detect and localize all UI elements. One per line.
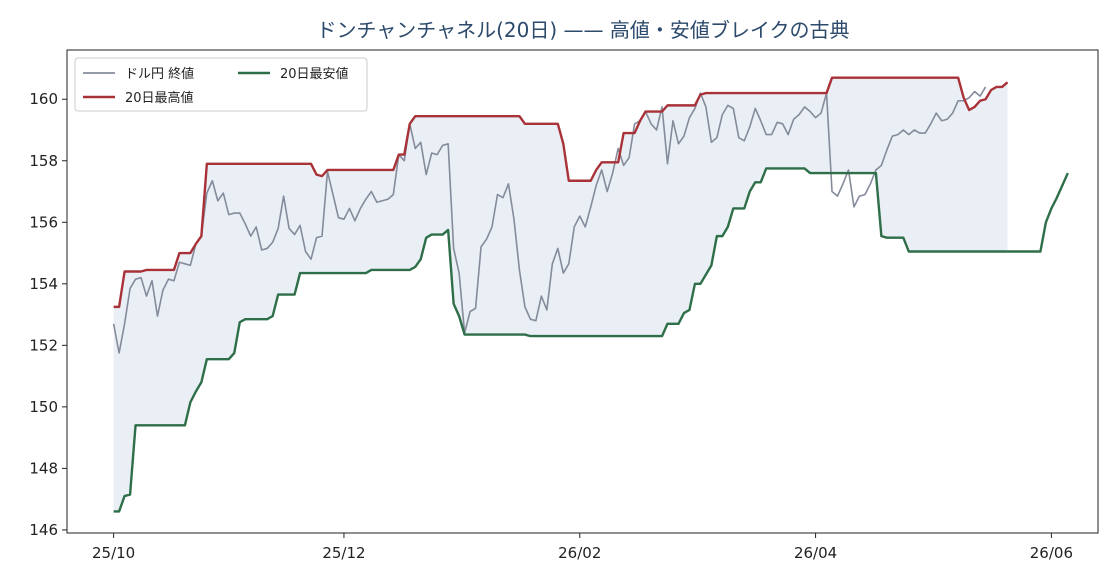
y-tick-label: 156 [29, 213, 58, 231]
channel-band [113, 77, 1008, 512]
plot-frame [66, 49, 1099, 534]
series-line-close [112, 86, 987, 354]
y-tick-label: 146 [29, 521, 58, 539]
x-tick-label: 26/06 [1030, 544, 1073, 562]
x-tick-label: 25/10 [92, 544, 135, 562]
legend-label-lower: 20日最安値 [280, 66, 349, 82]
y-tick-label: 160 [29, 90, 58, 108]
x-tick-label: 25/12 [322, 544, 365, 562]
chart-title: ドンチャンチャネル(20日) —— 高値・安値ブレイクの古典 [317, 18, 850, 42]
x-tick-label: 26/02 [558, 544, 601, 562]
legend: ドル円 終値 20日最高値 20日最安値 [74, 57, 368, 112]
series-lines [112, 76, 1069, 513]
series-line-lower [113, 167, 1069, 513]
series-line-upper [113, 76, 1009, 309]
x-tick-label: 26/04 [794, 544, 837, 562]
legend-label-close: ドル円 終値 [125, 66, 194, 82]
legend-box [74, 57, 368, 112]
y-tick-label: 152 [29, 336, 58, 354]
y-tick-label: 158 [29, 152, 58, 170]
y-tick-label: 154 [29, 275, 58, 293]
axes: 146 148 150 152 154 156 158 160 25/10 25/12 26/02 2… [29, 49, 1099, 562]
y-tick-label: 150 [29, 398, 58, 416]
y-tick-label: 148 [29, 459, 58, 477]
legend-label-upper: 20日最高値 [125, 90, 194, 106]
channel-band-fill [113, 77, 1008, 512]
